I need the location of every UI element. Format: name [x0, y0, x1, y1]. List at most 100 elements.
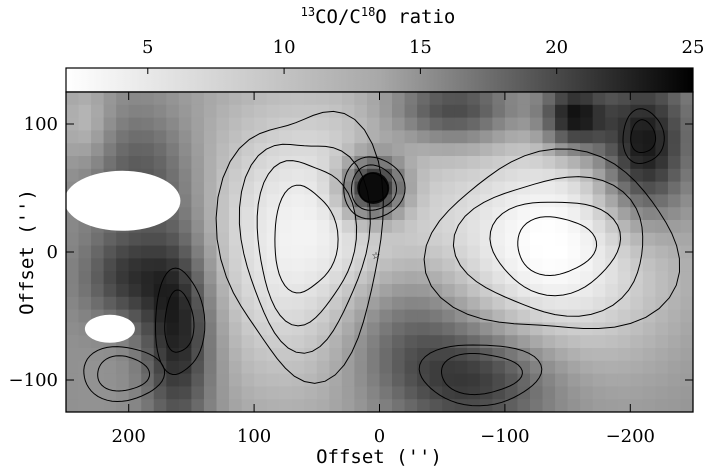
- colorbar-title-part2: O ratio: [375, 6, 455, 28]
- heatmap-cell: [203, 181, 218, 195]
- heatmap-cell: [667, 360, 682, 375]
- heatmap-cell: [91, 399, 105, 412]
- heatmap-cell: [266, 220, 280, 234]
- heatmap-cell: [191, 117, 205, 131]
- heatmap-cell: [78, 296, 92, 311]
- heatmap-cell: [555, 168, 569, 183]
- heatmap-cell: [191, 360, 205, 375]
- heatmap-cell: [78, 348, 92, 362]
- heatmap-cell: [153, 92, 167, 106]
- heatmap-cell: [216, 117, 230, 131]
- heatmap-cell: [655, 92, 669, 106]
- heatmap-cell: [66, 386, 80, 400]
- heatmap-cell: [417, 220, 431, 234]
- heatmap-cell: [555, 117, 569, 131]
- heatmap-cell: [229, 322, 243, 336]
- heatmap-cell: [241, 104, 255, 119]
- heatmap-cell: [479, 284, 493, 298]
- heatmap-cell: [529, 104, 544, 119]
- heatmap-cell: [617, 117, 631, 131]
- y-axis: 100 0 −100: [9, 114, 693, 391]
- heatmap-cell: [329, 232, 343, 247]
- heatmap-cell: [417, 143, 431, 157]
- heatmap-cell: [642, 386, 656, 400]
- heatmap-cell: [404, 373, 418, 387]
- heatmap-cell: [404, 296, 418, 311]
- heatmap-cell: [66, 271, 80, 285]
- heatmap-cell: [605, 245, 619, 259]
- heatmap-cell: [417, 335, 431, 349]
- heatmap-cell: [467, 143, 481, 157]
- heatmap-cell: [667, 296, 682, 311]
- heatmap-cell: [404, 156, 418, 170]
- heatmap-cell: [655, 156, 669, 170]
- heatmap-cell: [517, 92, 531, 106]
- heatmap-cell: [229, 104, 243, 119]
- heatmap-cell: [617, 296, 631, 311]
- heatmap-cell: [454, 130, 468, 144]
- heatmap-cell: [103, 360, 117, 375]
- heatmap-cell: [542, 156, 556, 170]
- heatmap-cell: [91, 104, 105, 119]
- heatmap-cell: [78, 309, 92, 323]
- dark-core: [357, 172, 390, 204]
- heatmap-cell: [592, 348, 606, 362]
- heatmap-cell: [379, 322, 393, 336]
- heatmap-cell: [517, 348, 531, 362]
- heatmap-cell: [191, 143, 205, 157]
- heatmap-cell: [78, 360, 92, 375]
- heatmap-cell: [442, 181, 456, 195]
- heatmap-cell: [316, 348, 330, 362]
- heatmap-cell: [241, 220, 255, 234]
- contour-line: [440, 353, 523, 396]
- heatmap-cell: [341, 245, 356, 259]
- heatmap-cell: [203, 335, 218, 349]
- heatmap-cell: [580, 348, 594, 362]
- heatmap-cell: [542, 348, 556, 362]
- heatmap-cell: [555, 156, 569, 170]
- heatmap-cell: [91, 386, 105, 400]
- heatmap-cell: [680, 181, 693, 195]
- heatmap-cell: [667, 335, 682, 349]
- heatmap-cell: [153, 143, 167, 157]
- heatmap-cell: [141, 245, 155, 259]
- heatmap-cell: [166, 104, 180, 119]
- heatmap-cell: [241, 360, 255, 375]
- heatmap-cell: [542, 130, 556, 144]
- heatmap-cell: [542, 309, 556, 323]
- heatmap-cell: [542, 117, 556, 131]
- heatmap-cell: [479, 322, 493, 336]
- heatmap-cell: [103, 296, 117, 311]
- heatmap-cell: [229, 335, 243, 349]
- heatmap-cell: [279, 309, 293, 323]
- heatmap-cell: [555, 143, 569, 157]
- heatmap-cell: [492, 232, 506, 247]
- heatmap-cell: [479, 168, 493, 183]
- heatmap-cell: [341, 104, 356, 119]
- heatmap-cell: [354, 207, 368, 221]
- heatmap-cell: [542, 258, 556, 272]
- heatmap-cell: [229, 271, 243, 285]
- heatmap-cell: [78, 104, 92, 119]
- heatmap-cell: [454, 245, 468, 259]
- heatmap-cell: [341, 309, 356, 323]
- heatmap-cell: [366, 117, 381, 131]
- heatmap-cell: [454, 168, 468, 183]
- heatmap-cell: [605, 130, 619, 144]
- heatmap-cell: [442, 104, 456, 119]
- heatmap-cell: [203, 360, 218, 375]
- heatmap-cell: [78, 271, 92, 285]
- heatmap-cell: [592, 181, 606, 195]
- heatmap-cell: [417, 130, 431, 144]
- heatmap-cell: [392, 207, 406, 221]
- heatmap-cell: [153, 360, 167, 375]
- heatmap-cell: [116, 92, 130, 106]
- heatmap-cell: [417, 232, 431, 247]
- heatmap-cell: [254, 245, 268, 259]
- heatmap-cell: [517, 156, 531, 170]
- heatmap-cell: [116, 232, 130, 247]
- heatmap-cell: [66, 309, 80, 323]
- heatmap-cell: [116, 386, 130, 400]
- heatmap-cell: [191, 271, 205, 285]
- heatmap-cell: [642, 181, 656, 195]
